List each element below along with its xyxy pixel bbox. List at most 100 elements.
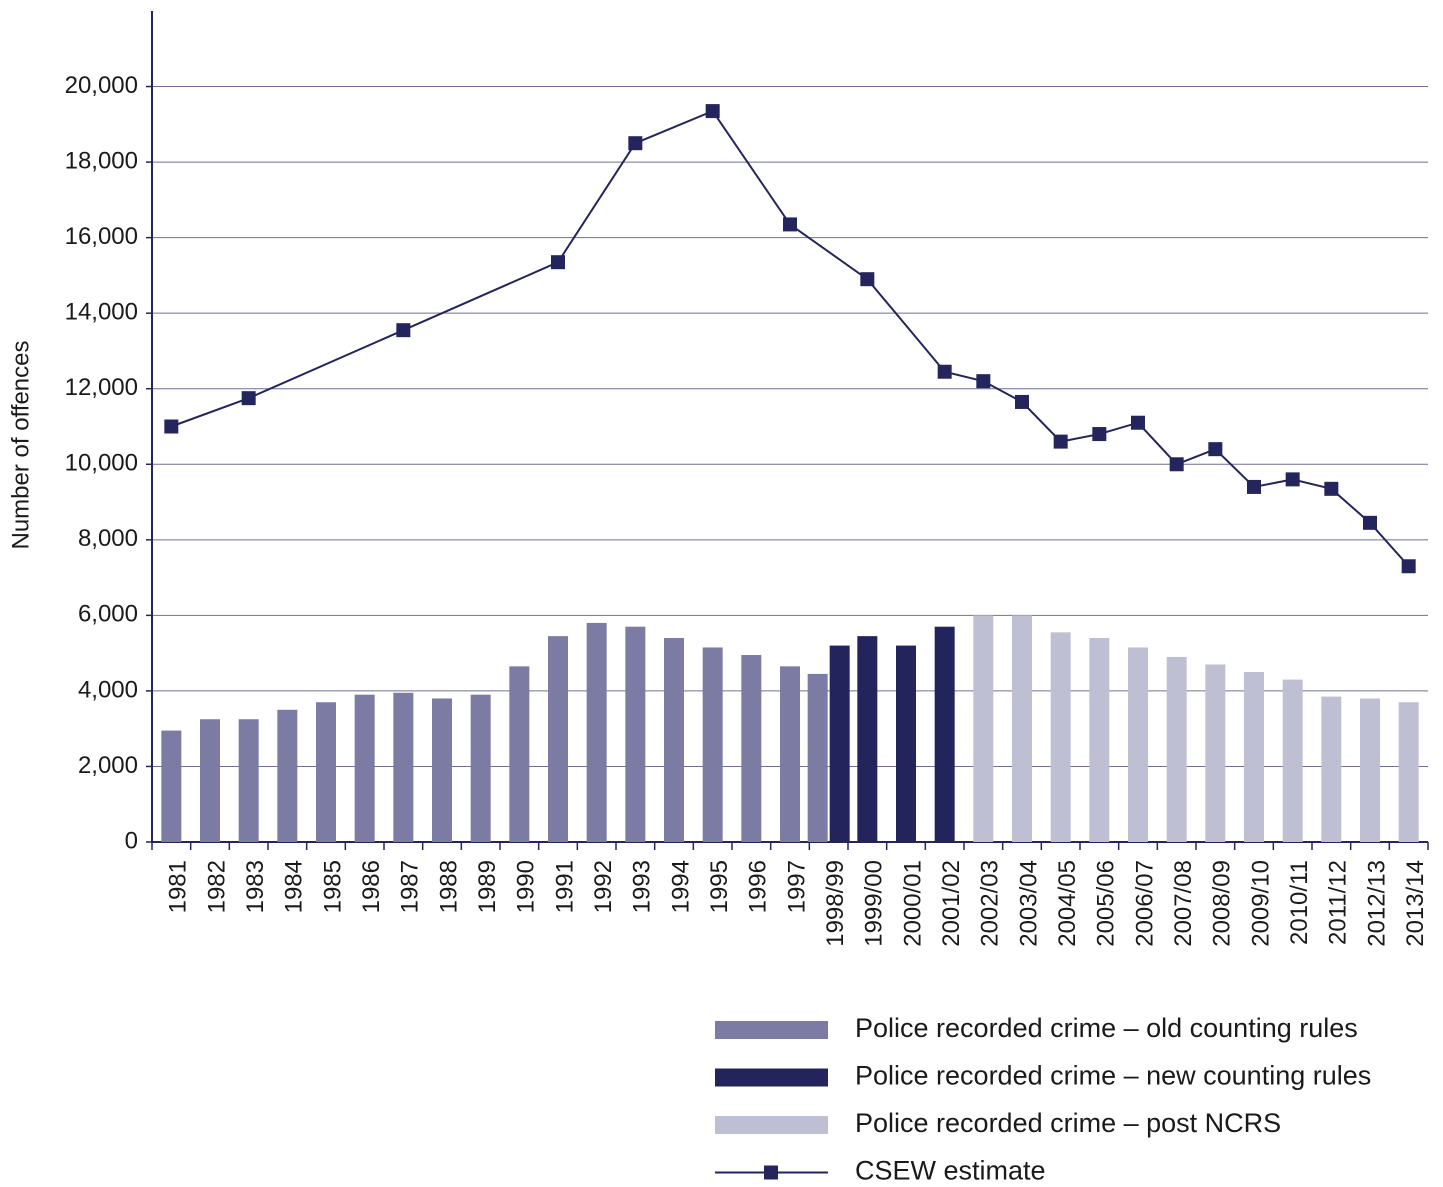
x-tick-label: 1986: [358, 860, 385, 913]
y-tick-label: 16,000: [65, 223, 138, 250]
y-tick-label: 8,000: [78, 525, 138, 552]
line-marker: [628, 136, 643, 151]
x-tick-label: 1994: [667, 860, 694, 913]
bar: [1244, 672, 1264, 842]
y-tick-label: 12,000: [65, 374, 138, 401]
x-tick-label: 1995: [706, 860, 733, 913]
bar: [277, 709, 298, 842]
x-tick-label: 1985: [319, 860, 346, 913]
bar: [1398, 702, 1419, 842]
bar: [548, 636, 568, 842]
x-tick-label: 1989: [474, 860, 501, 913]
x-tick-label: 2007/08: [1170, 860, 1197, 947]
bar: [470, 694, 491, 842]
x-tick-label: 1984: [281, 860, 308, 913]
bar: [934, 626, 955, 842]
legend-label: CSEW estimate: [855, 1156, 1046, 1186]
line-marker: [783, 217, 797, 232]
line-marker: [1247, 479, 1261, 494]
x-tick-label: 2006/07: [1131, 860, 1158, 947]
bar: [200, 719, 220, 842]
x-tick-label: 1990: [513, 860, 540, 913]
bar: [509, 666, 530, 842]
y-tick-label: 2,000: [78, 752, 138, 779]
legend-swatch: [715, 1116, 828, 1134]
bar: [807, 673, 828, 842]
y-axis-title: Number of offences: [7, 340, 34, 549]
x-tick-label: 2001/02: [938, 860, 965, 947]
bar: [973, 615, 994, 842]
line-marker: [976, 374, 991, 389]
y-tick-label: 20,000: [65, 72, 138, 99]
y-tick-label: 4,000: [78, 676, 138, 703]
y-tick-label: 0: [125, 827, 138, 854]
x-tick-label: 2011/12: [1325, 860, 1352, 945]
line-marker: [1015, 394, 1029, 409]
x-tick-label: 1987: [397, 860, 424, 913]
x-tick-label: 1981: [165, 860, 192, 913]
line-marker: [1285, 472, 1300, 487]
bar: [625, 626, 646, 842]
x-tick-label: 1997: [783, 860, 810, 913]
x-tick-label: 1999/00: [861, 860, 888, 947]
line-marker: [1401, 559, 1416, 574]
line-marker: [1208, 442, 1223, 457]
x-tick-label: 1992: [590, 860, 617, 913]
bar: [393, 692, 414, 842]
legend-swatch: [764, 1165, 778, 1180]
bar: [586, 622, 607, 842]
bar: [354, 694, 375, 842]
y-tick-label: 6,000: [78, 601, 138, 628]
line-marker: [1053, 434, 1068, 449]
legend-label: Police recorded crime – old counting rul…: [855, 1013, 1358, 1043]
line-marker: [1131, 415, 1145, 430]
bar: [238, 719, 259, 842]
line-marker: [860, 272, 875, 287]
bar: [1205, 664, 1226, 842]
bar: [829, 645, 850, 842]
bar: [432, 698, 452, 842]
bar: [664, 638, 684, 842]
bar: [1321, 696, 1342, 842]
x-tick-label: 2005/06: [1093, 860, 1120, 947]
x-tick-label: 2012/13: [1363, 860, 1390, 947]
x-tick-label: 1982: [203, 860, 230, 913]
x-tick-label: 1988: [435, 860, 462, 913]
x-tick-label: 2010/11: [1286, 860, 1313, 945]
line-marker: [241, 391, 256, 406]
bar: [857, 636, 878, 842]
legend-swatch: [715, 1068, 828, 1087]
y-tick-label: 14,000: [65, 299, 138, 326]
bar: [161, 730, 182, 842]
line-marker: [1092, 427, 1107, 442]
line-marker: [396, 323, 411, 338]
bar: [702, 647, 723, 842]
x-tick-label: 1991: [551, 860, 578, 913]
y-tick-label: 18,000: [65, 147, 138, 174]
x-tick-label: 2013/14: [1402, 860, 1429, 947]
bar: [780, 666, 800, 842]
bar: [1360, 698, 1380, 842]
line-marker: [1324, 481, 1339, 496]
line-marker: [705, 104, 720, 119]
x-tick-label: 2009/10: [1247, 860, 1274, 947]
x-tick-label: 1998/99: [822, 860, 849, 947]
bar: [1128, 647, 1148, 842]
bar: [1282, 679, 1303, 842]
line-marker: [164, 419, 179, 434]
bar: [1050, 632, 1071, 842]
x-tick-label: 1983: [242, 860, 269, 913]
x-tick-label: 2004/05: [1054, 860, 1081, 947]
line-marker: [1169, 457, 1184, 472]
y-tick-label: 10,000: [65, 450, 138, 477]
bar: [896, 645, 916, 842]
x-tick-label: 2002/03: [977, 860, 1004, 947]
bar: [1012, 615, 1032, 842]
line-marker: [937, 364, 952, 379]
bar: [741, 655, 762, 842]
x-tick-label: 2008/09: [1209, 860, 1236, 947]
legend-swatch: [715, 1021, 828, 1039]
x-tick-label: 1996: [745, 860, 772, 913]
x-tick-label: 2003/04: [1015, 860, 1042, 947]
